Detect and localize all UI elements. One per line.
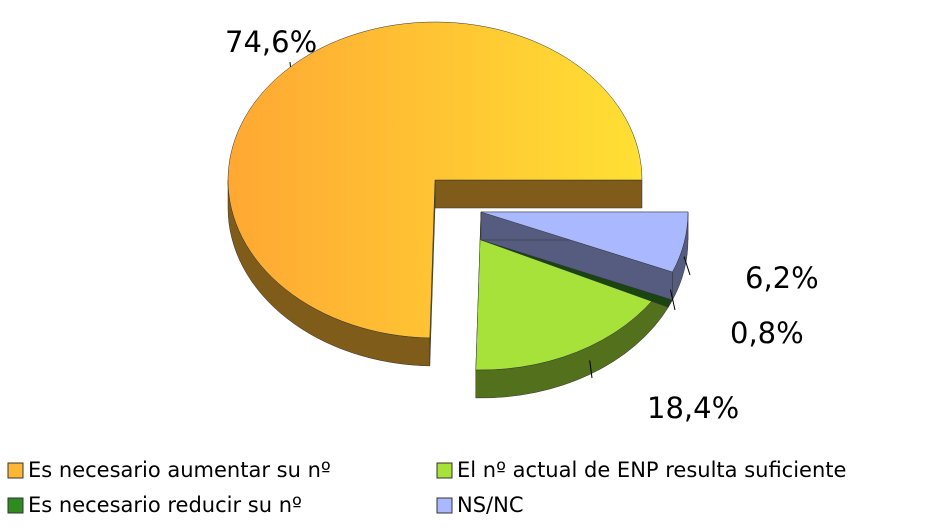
legend-label: Es necesario reducir su nº [28, 493, 302, 517]
leader-line [669, 289, 676, 311]
data-label: 0,8% [730, 316, 804, 350]
slice [227, 21, 643, 339]
data-label: 74,6% [225, 25, 317, 59]
legend-swatch [7, 497, 24, 514]
legend-swatch [7, 462, 24, 479]
legend-swatch [436, 462, 453, 479]
leader-line [683, 256, 691, 276]
slice [480, 211, 689, 273]
legend-label: NS/NC [457, 493, 524, 517]
data-label: 18,4% [647, 391, 739, 425]
legend-label: Es necesario aumentar su nº [28, 458, 331, 482]
leader-line [589, 360, 593, 379]
data-label: 6,2% [745, 261, 819, 295]
legend-label: El nº actual de ENP resulta suficiente [457, 458, 846, 482]
slice-side [434, 179, 643, 209]
legend-swatch [436, 497, 453, 514]
